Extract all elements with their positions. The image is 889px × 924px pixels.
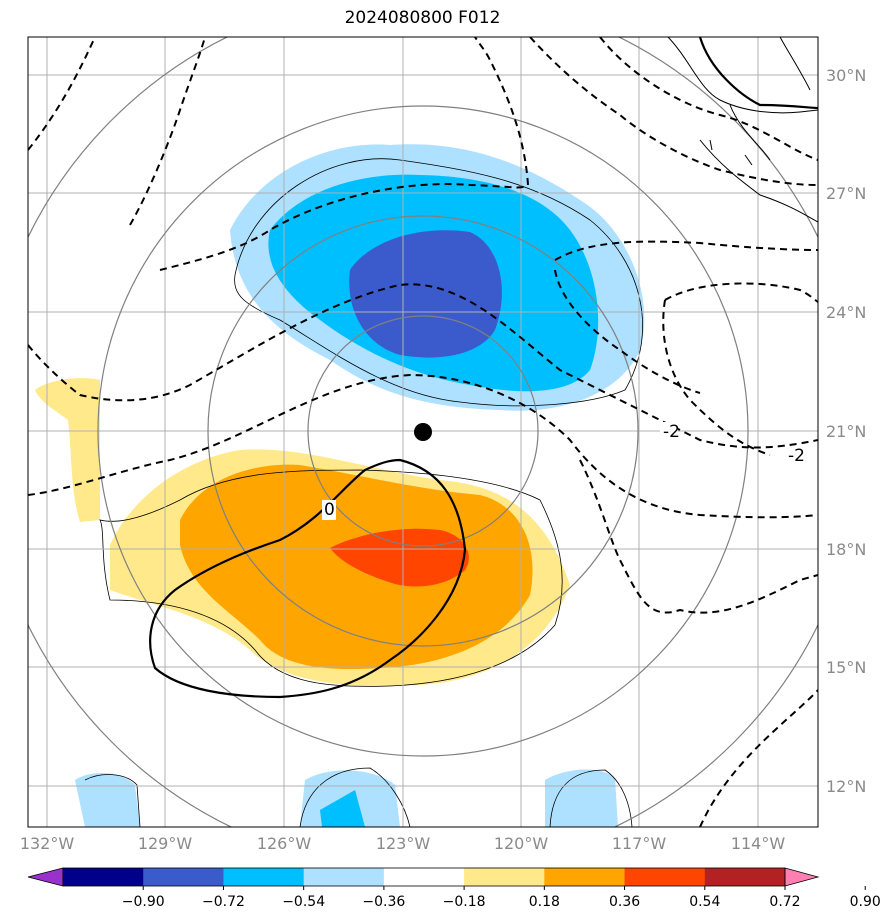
colorbar-tick-label: 0.18 [529, 894, 560, 910]
lon-label: 114°W [731, 834, 786, 853]
lat-label: 27°N [826, 184, 866, 203]
lon-label: 117°W [612, 834, 667, 853]
lat-label: 15°N [826, 658, 866, 677]
colorbar-segment [143, 868, 224, 886]
colorbar-tick-label: −0.72 [202, 894, 245, 910]
colorbar-tick-label: 0.36 [609, 894, 640, 910]
colorbar-segment [63, 868, 144, 886]
graticule [28, 37, 818, 827]
negative-contours [28, 37, 818, 827]
lat-label: 12°N [826, 777, 866, 796]
colorbar-segment [624, 868, 706, 886]
range-rings [28, 37, 818, 827]
colorbar-segment [303, 868, 385, 886]
colorbar-tick-label: 0.90 [850, 894, 881, 910]
colorbar-tick-label: −0.90 [122, 894, 165, 910]
colorbar-tick-label: −0.18 [443, 894, 486, 910]
colorbar-segment [464, 868, 545, 886]
fill-outlines [84, 158, 643, 827]
colorbar-frame [62, 867, 786, 887]
colorbar-tick-label: 0.72 [769, 894, 800, 910]
lon-label: 123°W [376, 834, 431, 853]
south-negative-patches [75, 769, 618, 827]
storm-center-dot [414, 423, 432, 441]
positive-anomaly-fill [35, 378, 570, 687]
contour-label-neg2-far-east: -2 [788, 446, 805, 466]
map-panel: -2 0 -2 [28, 37, 818, 827]
contour-label-zero: 0 [324, 500, 335, 520]
colorbar-extend-min [27, 867, 64, 887]
colorbar-segment [544, 868, 626, 886]
lat-label: 24°N [826, 303, 866, 322]
lon-label: 126°W [257, 834, 312, 853]
coastline [667, 37, 818, 223]
colorbar-tick-label: −0.54 [282, 894, 325, 910]
map-title: 2024080800 F012 [344, 8, 501, 28]
lon-label: 120°W [494, 834, 549, 853]
colorbar-segment [704, 868, 786, 886]
colorbar: −0.90 −0.72 −0.54 −0.36 −0.18 0.18 0.36 0.54 0.7… [27, 867, 881, 910]
colorbar-extend-max [784, 867, 820, 887]
colorbar-segment [223, 868, 305, 886]
latitude-labels: 30°N 27°N 24°N 21°N 18°N 15°N 12°N [826, 66, 866, 796]
longitude-labels: 132°W 129°W 126°W 123°W 120°W 117°W 114°… [20, 834, 786, 853]
colorbar-tick-label: −0.36 [362, 894, 405, 910]
plot-frame [27, 36, 819, 828]
lat-label: 30°N [826, 66, 866, 85]
colorbar-segment [383, 868, 465, 886]
lat-label: 18°N [826, 540, 866, 559]
lon-label: 129°W [138, 834, 193, 853]
contour-label-neg2-east: -2 [663, 422, 680, 442]
lon-label: 132°W [20, 834, 75, 853]
lat-label: 21°N [826, 422, 866, 441]
colorbar-tick-label: 0.54 [689, 894, 720, 910]
